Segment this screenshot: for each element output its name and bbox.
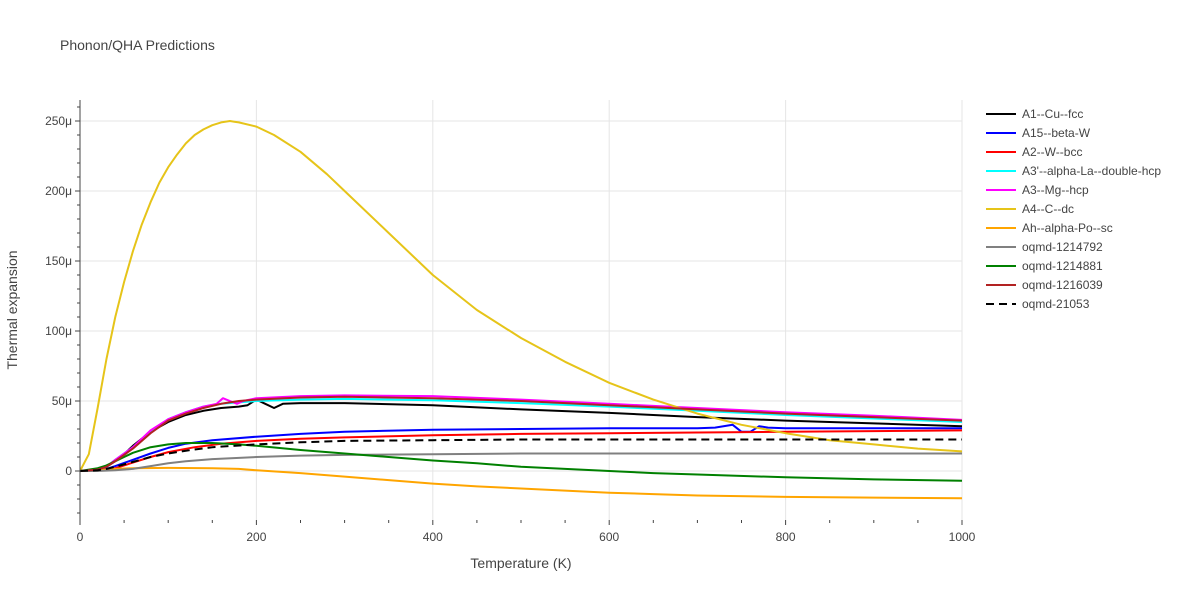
- chart-title: Phonon/QHA Predictions: [60, 37, 215, 53]
- y-tick-label: 250μ: [45, 114, 72, 128]
- y-minor-ticks: [77, 106, 80, 514]
- y-tick-labels: 0 50μ 100μ 150μ 200μ 250μ: [45, 114, 72, 478]
- y-tick-label: 200μ: [45, 184, 72, 198]
- x-tick-label: 600: [599, 530, 619, 544]
- series-line: [80, 429, 962, 472]
- x-tick-label: 400: [423, 530, 443, 544]
- legend-label: oqmd-1214792: [1022, 240, 1103, 254]
- x-minor-ticks: [123, 520, 919, 523]
- y-axis-title: Thermal expansion: [4, 250, 20, 369]
- y-tick-label: 0: [65, 464, 72, 478]
- legend-label: A1--Cu--fcc: [1022, 107, 1083, 121]
- y-grid: [75, 120, 962, 472]
- series-lines: [80, 120, 962, 500]
- x-axis-title: Temperature (K): [470, 555, 571, 571]
- legend-label: oqmd-21053: [1022, 297, 1090, 311]
- legend-label: A3'--alpha-La--double-hcp: [1022, 164, 1161, 178]
- y-tick-label: 50μ: [52, 394, 72, 408]
- legend-label: A3--Mg--hcp: [1022, 183, 1089, 197]
- legend-label: Ah--alpha-Po--sc: [1022, 221, 1113, 235]
- x-tick-labels: 0 200 400 600 800 1000: [77, 530, 976, 544]
- y-tick-label: 150μ: [45, 254, 72, 268]
- series-line: [80, 120, 962, 472]
- series-line: [80, 442, 962, 482]
- x-tick-label: 0: [77, 530, 84, 544]
- y-tick-label: 100μ: [45, 324, 72, 338]
- legend-label: oqmd-1216039: [1022, 278, 1103, 292]
- series-line: [80, 398, 962, 472]
- legend: A1--Cu--fcc A15--beta-W A2--W--bcc A3'--alp…: [986, 107, 1161, 311]
- series-line: [80, 466, 962, 500]
- x-tick-label: 200: [246, 530, 266, 544]
- series-line: [80, 452, 962, 472]
- legend-label: A15--beta-W: [1022, 126, 1091, 140]
- x-tick-label: 800: [776, 530, 796, 544]
- series-line: [80, 395, 962, 472]
- series-line: [80, 423, 962, 472]
- legend-label: A4--C--dc: [1022, 202, 1074, 216]
- legend-label: A2--W--bcc: [1022, 145, 1082, 159]
- legend-label: oqmd-1214881: [1022, 259, 1103, 273]
- x-grid: [79, 100, 963, 525]
- x-tick-label: 1000: [949, 530, 976, 544]
